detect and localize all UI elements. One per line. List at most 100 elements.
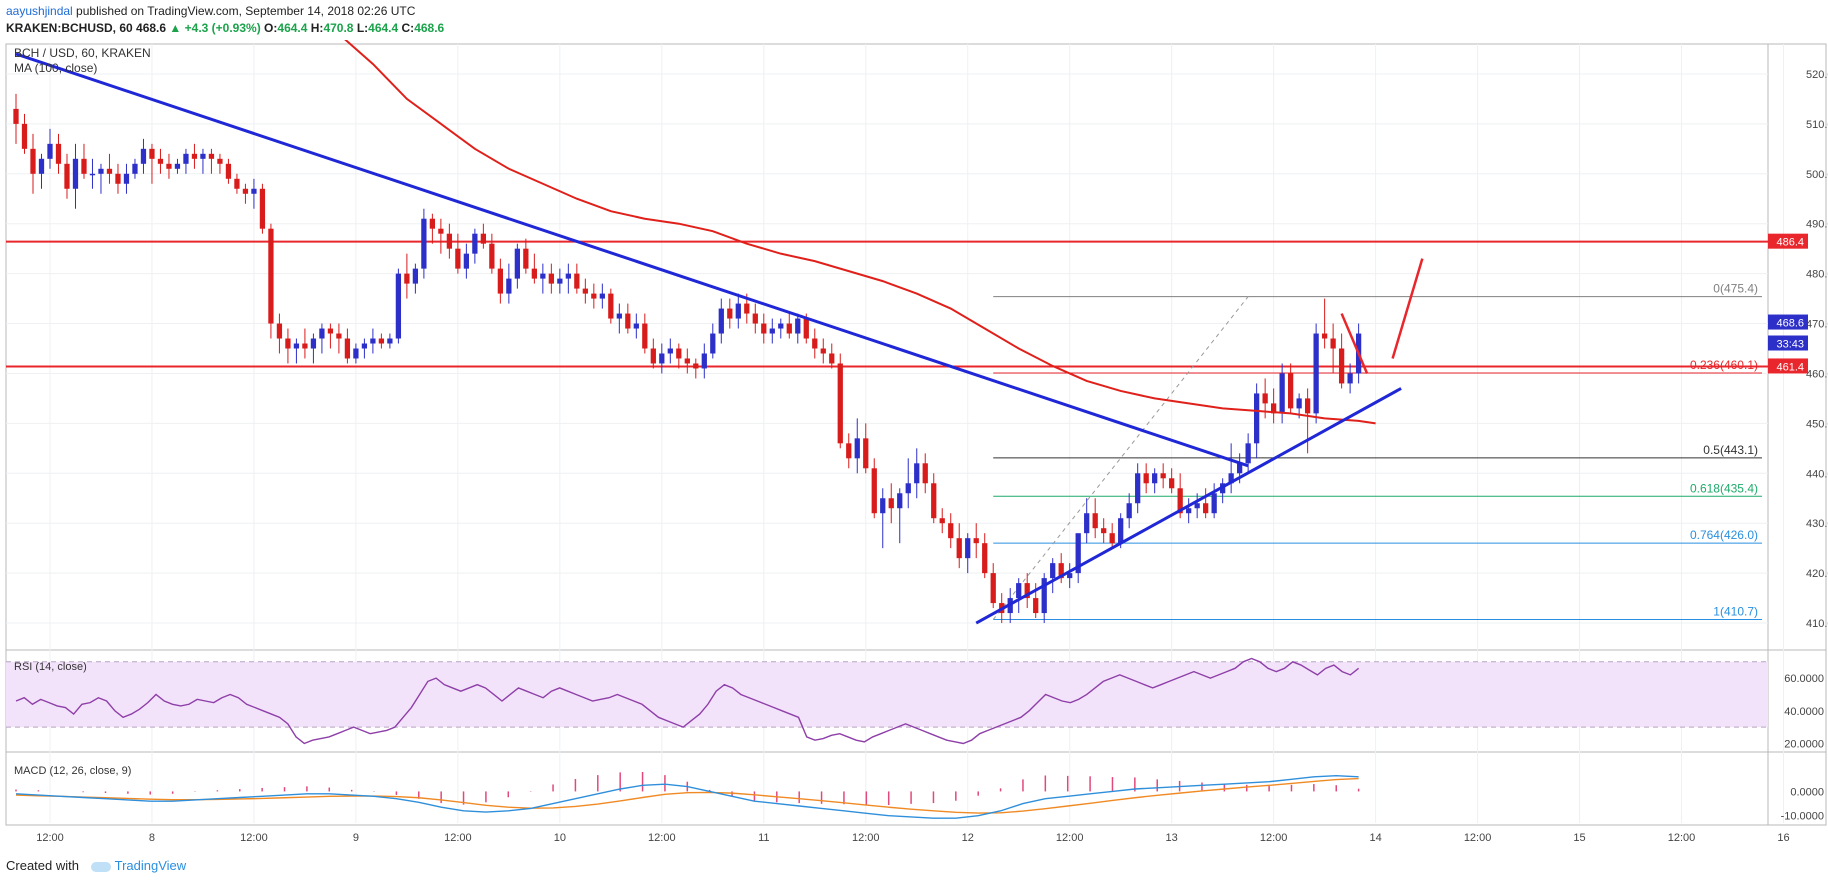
candle-body [1058,563,1064,579]
candle-body [922,463,928,484]
time-axis[interactable]: 12:00 8 12:00 9 12:00 10 12:00 11 12:00 12 12:00 13… [36,832,1789,844]
candle-body [1330,338,1336,349]
price-tick-label: 480.0 [1806,269,1828,281]
macd-tick-label: 0.0000 [1790,786,1824,798]
candle-body [378,338,385,344]
fib-level-label: 1(410.7) [1713,605,1758,619]
candle-body [531,268,537,279]
price-tick-label: 470.0 [1806,319,1828,331]
candle-body [888,498,894,509]
candle-body [446,233,453,249]
candle-body [1016,583,1022,599]
ohlc-close: 468.6 [414,21,445,35]
candle-body [489,243,495,269]
candle-body [242,188,249,194]
candle-body [778,323,784,329]
candle-body [939,518,945,524]
time-tick-label: 12:00 [36,832,64,844]
rsi-line [15,657,1360,745]
time-tick-label: 16 [1777,832,1789,844]
price-pane[interactable]: 0(475.4) 0.236(460.1) 0.5(443.1) 0.618(435.… [6,40,1768,625]
ohlc-open-label: O: [264,21,278,35]
fib-level-label: 0(475.4) [1713,282,1758,296]
candle-body [319,328,325,339]
candle-body [47,143,53,159]
candle-body [829,353,835,364]
candle-body [1211,493,1217,514]
time-tick-label: 12 [962,832,974,844]
candle-body [429,218,436,229]
candle-body [310,338,317,349]
candle-body [523,248,529,269]
time-tick-label: 9 [353,832,359,844]
candle-body [149,148,155,159]
forecast-arrow [1391,258,1424,359]
ohlc-high: 470.8 [323,21,354,35]
price-change: +4.3 (+0.93%) [184,21,261,35]
ma-legend: MA (100, close) [14,61,97,75]
candle-body [880,498,886,514]
candle-body [812,338,818,349]
candle-body [81,158,87,174]
candle-body [421,218,427,269]
candle-body [1092,513,1098,529]
candle-body [404,273,410,284]
candle-body [115,173,121,184]
candle-body [1237,463,1243,474]
candle-body [1041,578,1047,614]
candle-body [540,273,546,279]
footer: Created with TradingView [6,858,186,873]
candle-body [370,338,376,344]
rsi-tick-label: 40.0000 [1784,706,1824,718]
candle-body [72,158,79,189]
candle-body [1177,488,1183,514]
price-axis[interactable]: 410.0 420.0 430.0 440.0 450.0 460.0 470.0 480.0… [1768,69,1828,630]
candle-body [846,443,852,459]
candle-body [259,188,266,229]
candle-body [1194,503,1200,509]
rsi-tick-label: 20.0000 [1784,738,1824,750]
tradingview-link[interactable]: TradingView [114,858,187,873]
candle-body [64,163,70,189]
price-tick-label: 510.0 [1806,119,1828,131]
macd-pane[interactable]: -10.0000 0.0000 [15,772,1824,823]
time-tick-label: 12:00 [648,832,676,844]
candle-body [327,328,334,334]
grid-lines [6,44,1784,823]
chart-canvas[interactable]: 410.0 420.0 430.0 440.0 450.0 460.0 470.0 480.0… [0,40,1828,860]
fib-level-label: 0.618(435.4) [1690,481,1758,495]
price-tick-label: 430.0 [1806,518,1828,530]
price-tick-label: 440.0 [1806,468,1828,480]
candle-body [557,278,563,284]
candle-body [438,228,444,234]
candle-body [157,158,164,164]
price-tick-label: 490.0 [1806,219,1828,231]
price-tick-label: 520.0 [1806,69,1828,81]
candle-body [761,323,767,334]
candle-body [497,268,503,294]
candle-body [948,523,954,539]
trendline-down [15,52,1249,468]
macd-signal-line [15,777,1359,814]
author-link[interactable]: aayushjindal [6,4,73,18]
candle-body [1126,503,1132,519]
candle-body [1118,518,1124,544]
price-tick-label: 410.0 [1806,618,1828,630]
candle-body [13,108,19,124]
candle-body [1271,403,1277,414]
ohlc-low: 464.4 [368,21,399,35]
candle-body [1169,478,1175,489]
time-tick-label: 15 [1573,832,1585,844]
candle-body [727,308,733,319]
candle-body [1084,513,1090,534]
candle-body [650,348,656,364]
rsi-pane[interactable]: 20.0000 40.0000 60.0000 [6,657,1824,751]
candle-body [973,538,979,544]
candle-body [1313,333,1319,414]
candle-body [1033,598,1039,614]
time-tick-label: 12:00 [852,832,880,844]
candle-body [565,273,571,279]
rsi-legend: RSI (14, close) [14,661,87,673]
time-tick-label: 10 [554,832,566,844]
tradingview-logo-icon [90,861,111,872]
